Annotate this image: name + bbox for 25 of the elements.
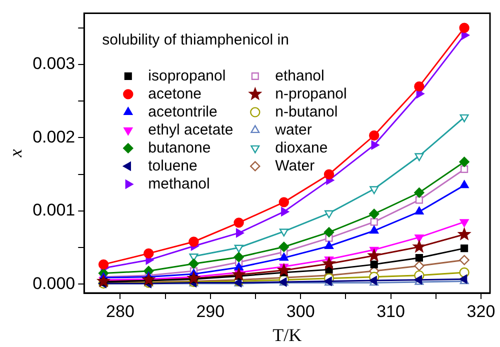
legend-label: acetontrile bbox=[148, 103, 218, 120]
legend-label: butanone bbox=[148, 139, 211, 156]
legend-title: solubility of thiamphenicol in bbox=[102, 31, 289, 48]
legend-label: acetone bbox=[148, 85, 202, 102]
y-tick-label: 0.003 bbox=[32, 54, 76, 74]
legend-label: n-propanol bbox=[275, 85, 347, 102]
legend-label: n-butanol bbox=[275, 103, 338, 120]
legend-label: toluene bbox=[148, 157, 198, 174]
x-axis-title: T/K bbox=[272, 324, 302, 345]
x-tick-label: 300 bbox=[286, 302, 315, 321]
x-tick-label: 280 bbox=[106, 302, 134, 321]
legend-label: Water bbox=[275, 157, 315, 174]
x-tick-label: 310 bbox=[376, 302, 405, 321]
legend-label: methanol bbox=[148, 175, 210, 192]
legend-label: isopropanol bbox=[148, 67, 226, 84]
y-axis-title: x bbox=[6, 149, 26, 158]
legend-label: ethanol bbox=[275, 67, 324, 84]
legend-label: water bbox=[274, 121, 312, 138]
y-tick-label: 0.000 bbox=[32, 274, 76, 293]
x-tick-label: 290 bbox=[196, 302, 225, 321]
y-tick-label: 0.002 bbox=[32, 127, 76, 146]
x-tick-label: 320 bbox=[466, 302, 496, 321]
legend-label: ethyl acetate bbox=[148, 121, 234, 138]
legend-label: dioxane bbox=[275, 139, 328, 156]
y-tick-label: 0.001 bbox=[32, 200, 76, 220]
